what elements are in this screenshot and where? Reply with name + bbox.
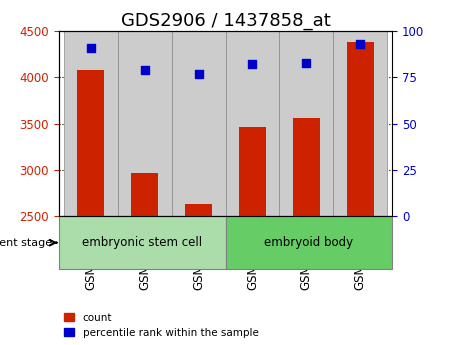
Point	[249, 62, 256, 67]
Bar	[185, 204, 212, 216]
Bar	[78, 70, 104, 216]
Bar	[226, 216, 392, 269]
Text: embryoid body: embryoid body	[264, 236, 354, 249]
Bar	[279, 31, 333, 216]
Point	[141, 67, 148, 73]
Legend: count, percentile rank within the sample: count, percentile rank within the sample	[64, 313, 258, 338]
Text: embryonic stem cell: embryonic stem cell	[82, 236, 202, 249]
Bar	[226, 31, 279, 216]
Text: development stage: development stage	[0, 238, 52, 248]
Bar	[172, 31, 226, 216]
Bar	[59, 216, 226, 269]
Point	[87, 45, 95, 50]
Bar	[64, 31, 118, 216]
Bar	[118, 31, 172, 216]
Title: GDS2906 / 1437858_at: GDS2906 / 1437858_at	[120, 12, 331, 30]
Bar	[293, 118, 320, 216]
Bar	[239, 127, 266, 216]
Point	[356, 41, 364, 47]
Point	[195, 71, 202, 76]
Bar	[347, 42, 373, 216]
Point	[303, 60, 310, 65]
Bar	[131, 173, 158, 216]
Bar	[333, 31, 387, 216]
